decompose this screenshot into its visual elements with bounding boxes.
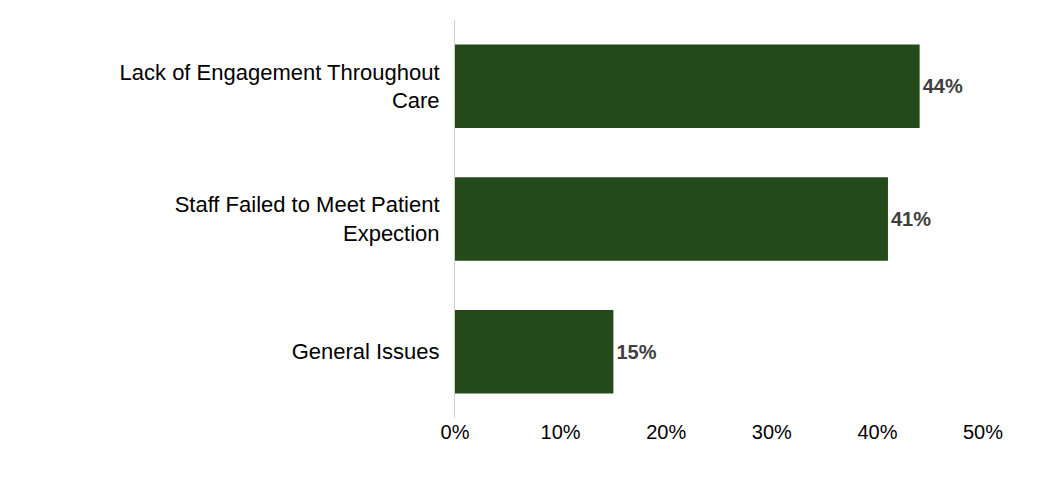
svg-text:40%: 40%	[857, 421, 897, 443]
svg-text:15%: 15%	[616, 341, 656, 363]
svg-text:44%: 44%	[923, 75, 963, 97]
svg-text:Staff Failed to Meet PatientEx: Staff Failed to Meet PatientExpection	[175, 192, 440, 246]
svg-text:20%: 20%	[646, 421, 686, 443]
svg-text:41%: 41%	[891, 208, 931, 230]
svg-text:10%: 10%	[541, 421, 581, 443]
svg-text:General Issues: General Issues	[292, 339, 440, 364]
svg-text:0%: 0%	[441, 421, 470, 443]
svg-text:30%: 30%	[752, 421, 792, 443]
svg-text:Lack of Engagement ThroughoutC: Lack of Engagement ThroughoutCare	[120, 60, 440, 114]
svg-text:50%: 50%	[963, 421, 1003, 443]
